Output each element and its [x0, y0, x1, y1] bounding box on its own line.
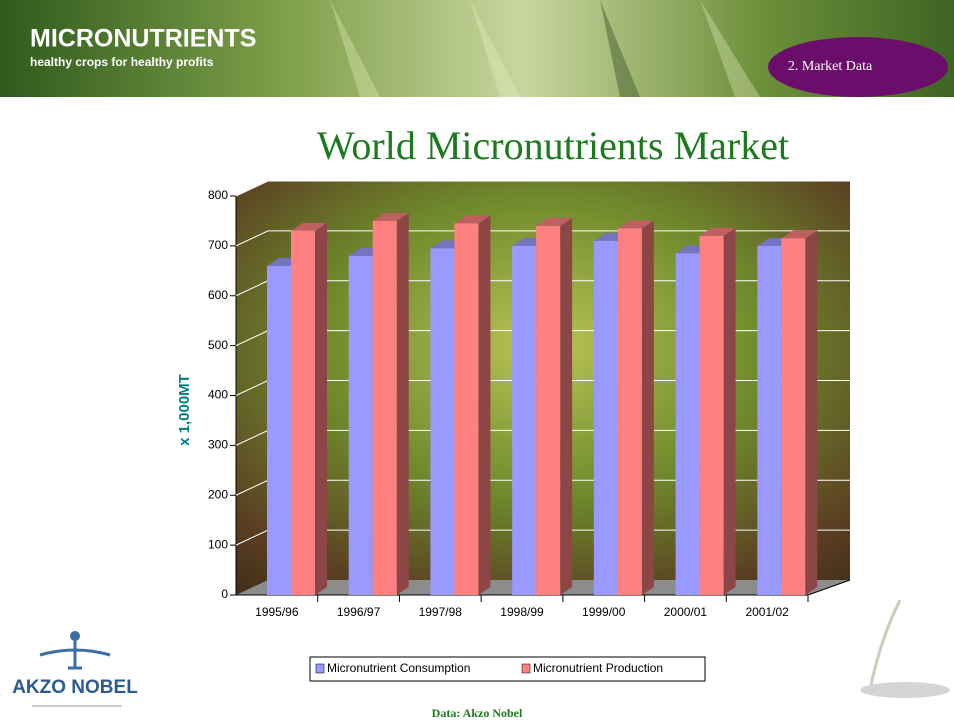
- bar-front: [267, 266, 291, 595]
- legend-swatch: [522, 664, 530, 673]
- slide: MICRONUTRIENTS healthy crops for healthy…: [0, 0, 954, 722]
- source-note: Data: Akzo Nobel: [432, 706, 523, 720]
- brand: MICRONUTRIENTS: [30, 25, 256, 53]
- bar: [618, 220, 654, 595]
- bar: [373, 213, 409, 595]
- bar-side: [724, 228, 736, 595]
- x-tick-label: 1999/00: [582, 605, 626, 619]
- legend-label: Micronutrient Production: [533, 661, 663, 675]
- bar-front: [676, 253, 700, 595]
- legend-swatch: [316, 664, 324, 673]
- x-tick-label: 1995/96: [255, 605, 299, 619]
- chart-title: World Micronutrients Market: [317, 123, 789, 168]
- bar-front: [430, 248, 454, 595]
- x-tick-label: 1998/99: [500, 605, 544, 619]
- section-label: 2. Market Data: [788, 59, 873, 74]
- x-tick-label: 2001/02: [745, 605, 789, 619]
- y-tick-label: 800: [208, 188, 228, 202]
- y-tick-label: 600: [208, 288, 228, 302]
- decor-plant: [860, 600, 950, 698]
- bar-side: [805, 230, 817, 595]
- y-tick-label: 300: [208, 438, 228, 452]
- bar-front: [373, 221, 397, 595]
- bar: [454, 215, 490, 595]
- y-axis-label: x 1,000MT: [176, 374, 193, 446]
- x-tick-label: 1996/97: [337, 605, 381, 619]
- y-tick-label: 500: [208, 338, 228, 352]
- bar-side: [478, 215, 490, 595]
- y-tick-label: 100: [208, 537, 228, 551]
- bar-side: [560, 218, 572, 595]
- bar-front: [594, 241, 618, 595]
- y-tick-label: 200: [208, 487, 228, 501]
- x-tick-label: 1997/98: [419, 605, 463, 619]
- akzo-logo: AKZO NOBEL: [12, 631, 138, 706]
- bar-side: [315, 223, 327, 595]
- bar-front: [454, 223, 478, 595]
- bar-front: [757, 246, 781, 595]
- x-tick-label: 2000/01: [664, 605, 708, 619]
- bar-front: [781, 238, 805, 595]
- bar-side: [397, 213, 409, 595]
- y-tick-label: 400: [208, 388, 228, 402]
- y-tick-label: 700: [208, 238, 228, 252]
- bar: [700, 228, 736, 595]
- bar-front: [618, 228, 642, 595]
- bar-front: [700, 236, 724, 595]
- legend-label: Micronutrient Consumption: [327, 661, 470, 675]
- logo-text: AKZO NOBEL: [12, 677, 138, 698]
- y-tick-label: 0: [221, 587, 228, 601]
- bar: [781, 230, 817, 595]
- bar: [536, 218, 572, 595]
- bar-front: [291, 231, 315, 595]
- bar-front: [512, 246, 536, 595]
- bar-front: [349, 256, 373, 595]
- bar-side: [642, 220, 654, 595]
- bar-front: [536, 226, 560, 595]
- bar: [291, 223, 327, 595]
- tagline: healthy crops for healthy profits: [30, 55, 214, 69]
